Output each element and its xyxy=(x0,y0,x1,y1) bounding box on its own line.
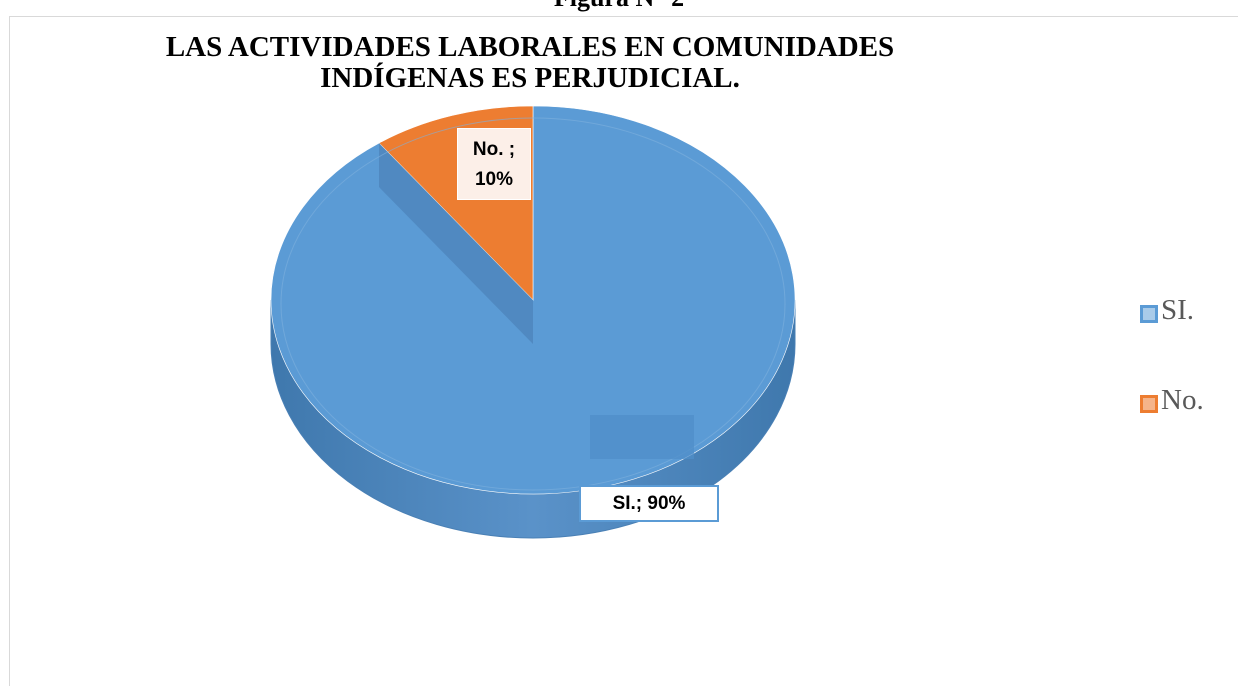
data-label-si: SI.; 90% xyxy=(579,485,719,522)
chart-title-line-2: INDÍGENAS ES PERJUDICIAL. xyxy=(320,62,740,94)
chart-title: LAS ACTIVIDADES LABORALES EN COMUNIDADES… xyxy=(120,32,940,94)
legend-swatch-no xyxy=(1140,395,1158,413)
chart-frame xyxy=(9,16,1238,686)
data-label-no-line-1: No. ; xyxy=(472,139,516,160)
legend-item-no: No. xyxy=(1140,380,1204,420)
legend-item-si: SI. xyxy=(1140,290,1204,330)
pie-highlight-ring xyxy=(280,117,786,491)
data-label-no: No. ; 10% xyxy=(457,128,531,200)
legend-label-si: SI. xyxy=(1161,293,1195,326)
figure-caption: Figura N° 2 xyxy=(0,0,1238,12)
data-label-no-line-2: 10% xyxy=(474,169,514,190)
pie-shade-block xyxy=(590,415,694,459)
legend-swatch-si xyxy=(1140,305,1158,323)
pie-cut-wall xyxy=(379,143,533,344)
chart-legend: SI. No. xyxy=(1140,290,1204,470)
chart-title-line-1: LAS ACTIVIDADES LABORALES EN COMUNIDADES xyxy=(165,31,895,63)
legend-label-no: No. xyxy=(1161,383,1204,416)
